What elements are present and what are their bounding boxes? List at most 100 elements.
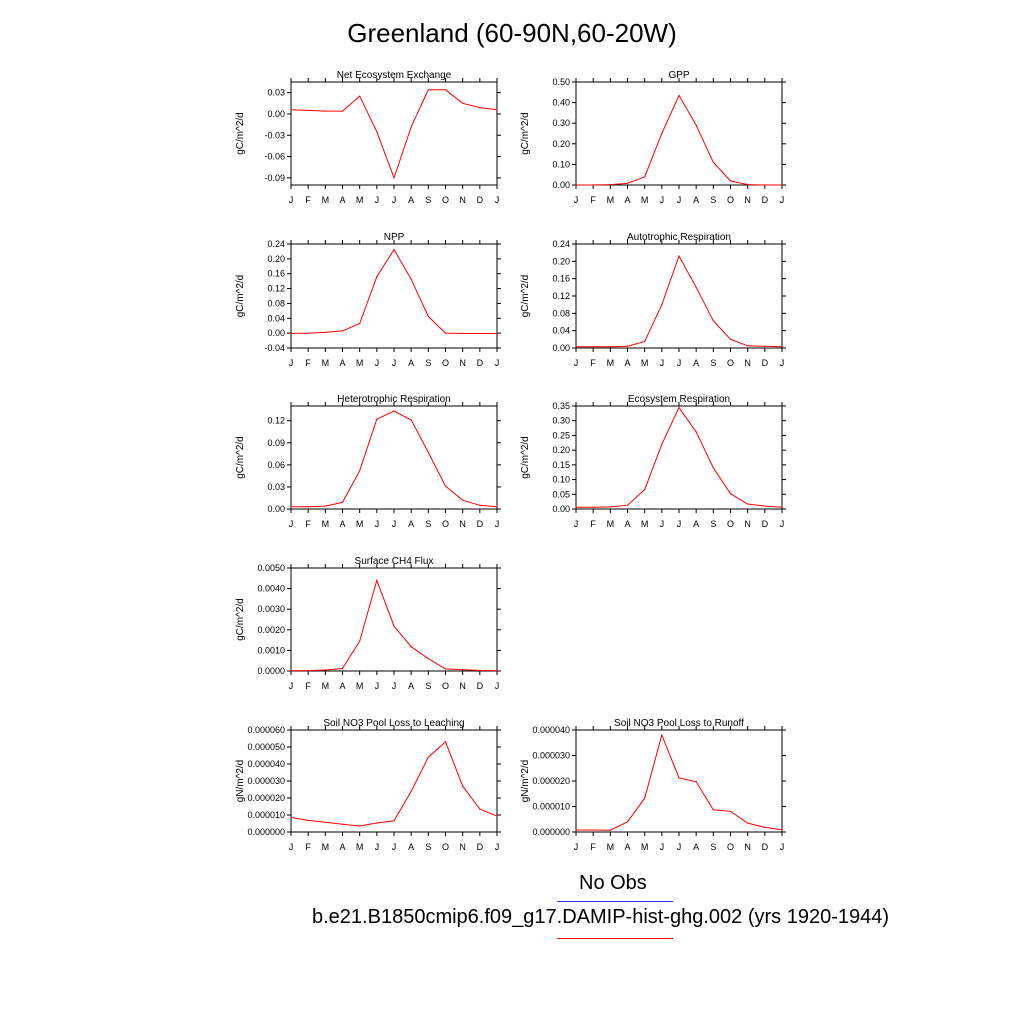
y-axis-label: gN/m^2/d: [520, 760, 531, 803]
x-tick-label: J: [375, 358, 380, 368]
data-point: [712, 809, 714, 811]
plot-frame: [290, 81, 498, 186]
x-tick-label: M: [356, 195, 364, 205]
y-tick-label: 0.10: [552, 159, 570, 169]
data-point: [764, 345, 766, 347]
x-tick-label: J: [495, 358, 500, 368]
x-tick-label: J: [289, 195, 294, 205]
data-point: [427, 658, 429, 660]
y-tick-label: 0.000040: [247, 759, 285, 769]
x-tick-label: M: [641, 842, 649, 852]
x-tick-label: M: [641, 195, 649, 205]
y-tick-label: -0.04: [264, 343, 285, 353]
x-tick-label: J: [495, 842, 500, 852]
x-tick-label: J: [574, 195, 579, 205]
data-point: [359, 825, 361, 827]
y-tick-label: 0.00: [267, 328, 285, 338]
y-tick-label: 0.000030: [532, 751, 570, 761]
x-tick-label: A: [693, 842, 699, 852]
x-tick-label: A: [339, 358, 345, 368]
plot-frame: [575, 81, 783, 186]
data-point: [678, 777, 680, 779]
x-tick-label: S: [425, 519, 431, 529]
data-point: [462, 669, 464, 671]
series-line: [576, 406, 783, 508]
data-point: [324, 505, 326, 507]
series-line: [576, 94, 782, 186]
data-point: [644, 340, 646, 343]
y-tick-label: 0.000060: [247, 725, 285, 735]
data-point: [764, 826, 766, 829]
x-tick-label: J: [780, 519, 785, 529]
y-tick-label: 0.00: [267, 504, 285, 514]
y-tick-label: -0.03: [264, 130, 285, 140]
x-tick-label: J: [495, 681, 500, 691]
data-point: [609, 346, 611, 348]
x-tick-label: A: [408, 358, 414, 368]
data-point: [609, 506, 611, 508]
x-tick-label: A: [624, 195, 630, 205]
data-point: [592, 346, 594, 348]
x-tick-label: S: [425, 358, 431, 368]
x-tick-label: S: [425, 842, 431, 852]
data-point: [496, 109, 498, 111]
x-tick-label: J: [289, 519, 294, 529]
x-tick-label: D: [762, 519, 769, 529]
x-tick-label: O: [442, 842, 449, 852]
x-tick-label: J: [574, 358, 579, 368]
y-axis-label: gC/m^2/d: [235, 275, 246, 318]
data-point: [781, 506, 783, 508]
x-tick-label: F: [305, 681, 311, 691]
data-point: [764, 505, 766, 507]
y-tick-label: 0.20: [552, 445, 570, 455]
data-point: [764, 184, 766, 186]
data-point: [678, 255, 680, 257]
chart-title: GPP: [668, 70, 689, 81]
data-point: [359, 640, 361, 642]
plot-frame: [575, 243, 783, 349]
y-tick-label: 0.000020: [532, 776, 570, 786]
x-tick-label: N: [744, 519, 751, 529]
y-tick-label: 0.06: [267, 460, 285, 470]
x-tick-label: F: [305, 519, 311, 529]
data-point: [781, 829, 783, 831]
data-point: [462, 332, 464, 335]
x-tick-label: F: [590, 842, 596, 852]
x-tick-label: D: [762, 842, 769, 852]
data-point: [575, 346, 577, 348]
data-point: [393, 248, 395, 251]
y-tick-label: 0.24: [267, 239, 285, 249]
data-point: [427, 451, 429, 453]
plot-frame: [290, 729, 498, 833]
x-tick-label: F: [305, 842, 311, 852]
data-point: [393, 177, 395, 179]
series-line: [291, 410, 498, 508]
series-line: [290, 89, 498, 180]
data-point: [747, 183, 749, 186]
x-tick-label: N: [459, 195, 466, 205]
data-point: [444, 485, 447, 487]
x-tick-label: M: [356, 842, 364, 852]
x-tick-label: O: [442, 195, 449, 205]
y-tick-label: 0.00: [552, 504, 570, 514]
data-point: [290, 332, 292, 335]
y-tick-label: 0.0000: [257, 666, 285, 676]
y-axis-label: gC/m^2/d: [520, 112, 531, 155]
x-tick-label: J: [677, 358, 682, 368]
x-tick-label: F: [590, 519, 596, 529]
data-point: [341, 667, 344, 670]
x-tick-label: J: [660, 842, 665, 852]
data-point: [376, 418, 378, 420]
x-tick-label: M: [322, 842, 330, 852]
x-tick-label: J: [375, 195, 380, 205]
series-line: [290, 741, 498, 827]
x-tick-label: O: [727, 195, 734, 205]
data-point: [575, 829, 577, 831]
data-point: [341, 823, 344, 825]
data-point: [427, 756, 429, 758]
x-tick-label: J: [375, 842, 380, 852]
y-tick-label: 0.0030: [257, 604, 285, 614]
y-tick-label: 0.12: [267, 416, 285, 426]
y-axis-label: gC/m^2/d: [235, 436, 246, 479]
